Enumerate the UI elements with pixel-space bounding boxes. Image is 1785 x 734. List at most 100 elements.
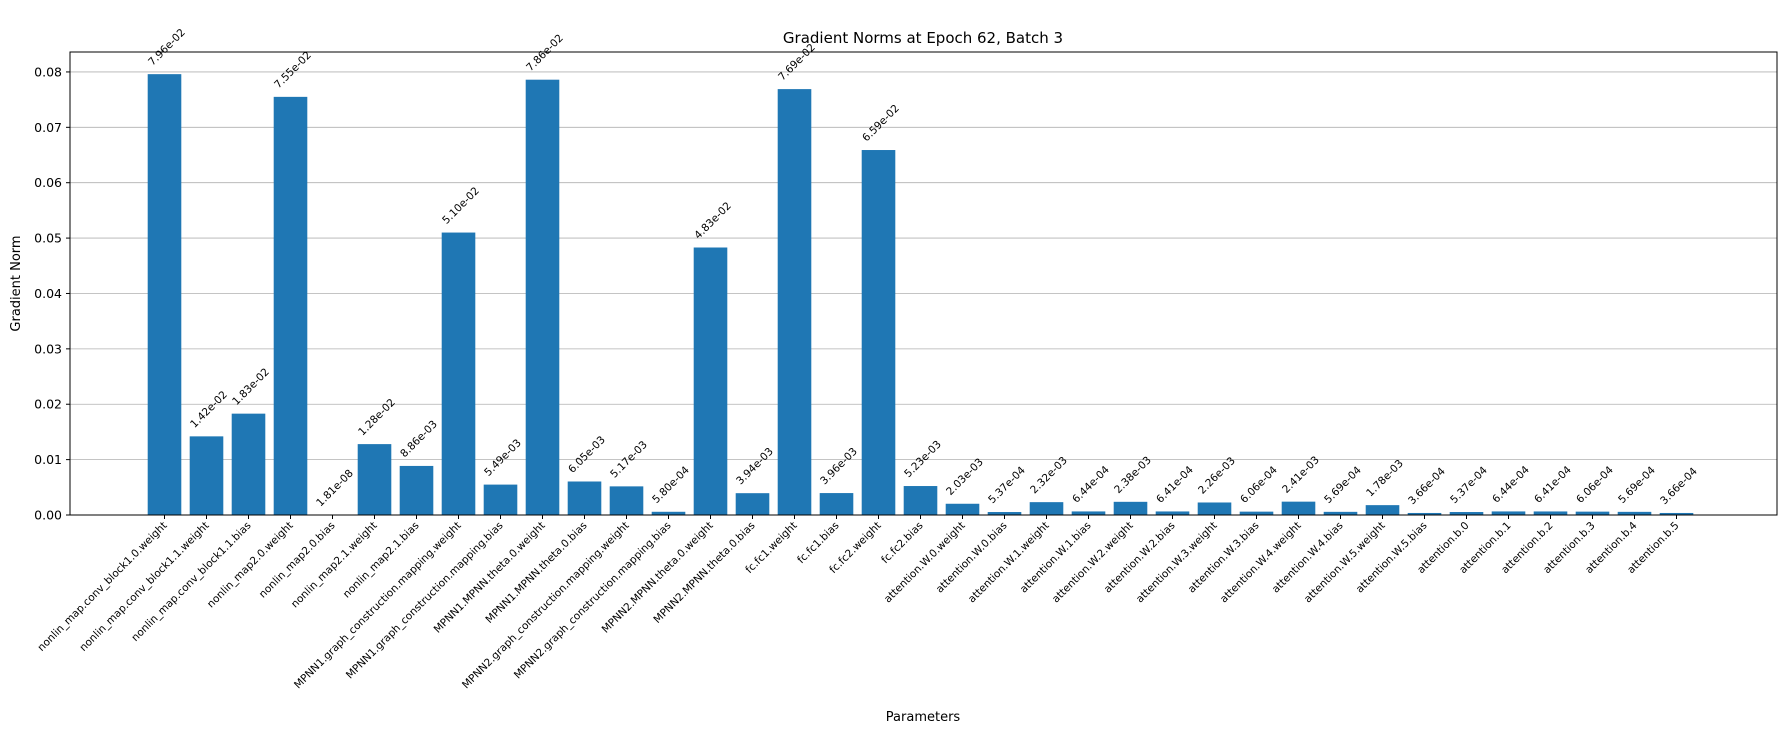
data-label: 2.03e-03 <box>944 456 986 498</box>
data-label: 3.94e-03 <box>734 446 776 488</box>
data-label: 7.86e-02 <box>524 32 566 74</box>
data-label: 1.78e-03 <box>1364 458 1406 500</box>
bar <box>1323 511 1358 515</box>
bar <box>693 247 728 515</box>
x-tick-label: MPNN2.graph_construction.mapping.bias <box>512 520 674 682</box>
bar <box>861 150 896 515</box>
bar <box>357 444 392 515</box>
y-tick-label: 0.04 <box>34 286 62 301</box>
bar <box>1029 502 1064 515</box>
y-tick-label: 0.01 <box>34 452 62 467</box>
data-label: 6.44e-04 <box>1070 464 1112 506</box>
chart-title: Gradient Norms at Epoch 62, Batch 3 <box>783 29 1063 47</box>
x-axis-label: Parameters <box>886 710 961 725</box>
data-label: 7.96e-02 <box>146 27 188 69</box>
data-label: 6.06e-04 <box>1574 464 1616 506</box>
x-tick-label: attention.W.3.bias <box>1186 520 1262 596</box>
x-tick-label: MPNN1.graph_construction.mapping.bias <box>344 520 506 682</box>
bar <box>819 493 854 515</box>
bars <box>147 74 1694 516</box>
data-label: 8.86e-03 <box>398 418 440 460</box>
bar <box>1575 511 1610 515</box>
bar <box>1407 512 1442 515</box>
y-tick-label: 0.00 <box>34 508 62 523</box>
data-label: 2.32e-03 <box>1028 455 1070 497</box>
x-tick-label: attention.W.2.bias <box>1102 520 1178 596</box>
y-tick-label: 0.08 <box>34 64 62 79</box>
bar <box>189 436 224 515</box>
bar <box>735 493 770 515</box>
bar <box>483 484 518 515</box>
x-tick-label: attention.W.0.weight <box>882 520 968 606</box>
bar <box>1659 512 1694 515</box>
bar <box>1533 511 1568 515</box>
y-tick-label: 0.05 <box>34 231 62 246</box>
data-label: 1.42e-02 <box>188 389 230 431</box>
bar <box>1491 511 1526 515</box>
x-tick-label: attention.W.2.weight <box>1050 520 1136 606</box>
data-label: 5.69e-04 <box>1322 464 1364 506</box>
data-label: 6.41e-04 <box>1532 464 1574 506</box>
y-tick-label: 0.03 <box>34 341 62 356</box>
data-label: 5.37e-04 <box>1448 464 1490 506</box>
bar <box>1365 505 1400 515</box>
bar <box>525 79 560 515</box>
bar <box>651 511 686 515</box>
data-label: 2.41e-03 <box>1280 454 1322 496</box>
bar <box>1113 501 1148 515</box>
data-label: 5.69e-04 <box>1616 464 1658 506</box>
data-label: 2.26e-03 <box>1196 455 1238 497</box>
bar <box>945 503 980 515</box>
bar <box>273 96 308 515</box>
y-axis-ticks: 0.00 0.01 0.02 0.03 0.04 0.05 0.06 0.07 0.08 <box>34 64 70 523</box>
x-tick-label: nonlin_map2.1.bias <box>341 520 422 601</box>
data-labels: 7.96e-02 1.42e-021.83e-02 7.55e-02 1.81e-08… <box>146 27 1700 510</box>
data-label: 6.41e-04 <box>1154 464 1196 506</box>
y-tick-label: 0.07 <box>34 120 62 135</box>
plot-frame <box>69 51 1778 516</box>
data-label: 6.05e-03 <box>566 434 608 476</box>
bar <box>147 74 182 515</box>
x-tick-label: attention.W.5.weight <box>1302 520 1388 606</box>
bar <box>1197 502 1232 515</box>
x-tick-label: attention.W.5.bias <box>1354 520 1430 596</box>
gridlines <box>70 71 1777 516</box>
x-tick-label: nonlin_map2.0.weight <box>205 520 296 611</box>
bar <box>399 465 434 515</box>
data-label: 1.28e-02 <box>356 397 398 439</box>
data-label: 7.55e-02 <box>272 49 314 91</box>
data-label: 4.83e-02 <box>692 200 734 242</box>
data-label: 6.06e-04 <box>1238 464 1280 506</box>
bar <box>1449 512 1484 515</box>
data-label: 2.38e-03 <box>1112 454 1154 496</box>
bar <box>903 486 938 515</box>
x-tick-label: nonlin_map2.0.bias <box>257 520 338 601</box>
x-tick-label: attention.W.4.bias <box>1270 520 1346 596</box>
x-tick-label: attention.W.3.weight <box>1134 520 1220 606</box>
data-label: 3.96e-03 <box>818 445 860 487</box>
bar <box>441 232 476 515</box>
bar <box>1239 511 1274 515</box>
x-tick-label: attention.W.4.weight <box>1218 520 1304 606</box>
data-label: 6.59e-02 <box>860 102 902 144</box>
data-label: 3.66e-04 <box>1658 465 1700 507</box>
bar <box>1155 511 1190 515</box>
x-tick-label: attention.W.1.weight <box>966 520 1052 606</box>
x-tick-label: attention.W.0.bias <box>934 520 1010 596</box>
y-tick-label: 0.02 <box>34 397 62 412</box>
x-tick-label: attention.W.1.bias <box>1018 520 1094 596</box>
data-label: 7.69e-02 <box>776 42 818 84</box>
y-axis-label: Gradient Norm <box>9 235 24 331</box>
data-label: 1.83e-02 <box>230 366 272 408</box>
data-label: 5.10e-02 <box>440 185 482 227</box>
bar <box>567 481 602 515</box>
data-label: 5.37e-04 <box>986 464 1028 506</box>
bar <box>1617 511 1652 515</box>
y-tick-label: 0.06 <box>34 175 62 190</box>
data-label: 5.80e-04 <box>650 464 692 506</box>
data-label: 5.49e-03 <box>482 437 524 479</box>
x-tick-label: nonlin_map2.1.weight <box>289 520 380 611</box>
bar <box>987 512 1022 515</box>
